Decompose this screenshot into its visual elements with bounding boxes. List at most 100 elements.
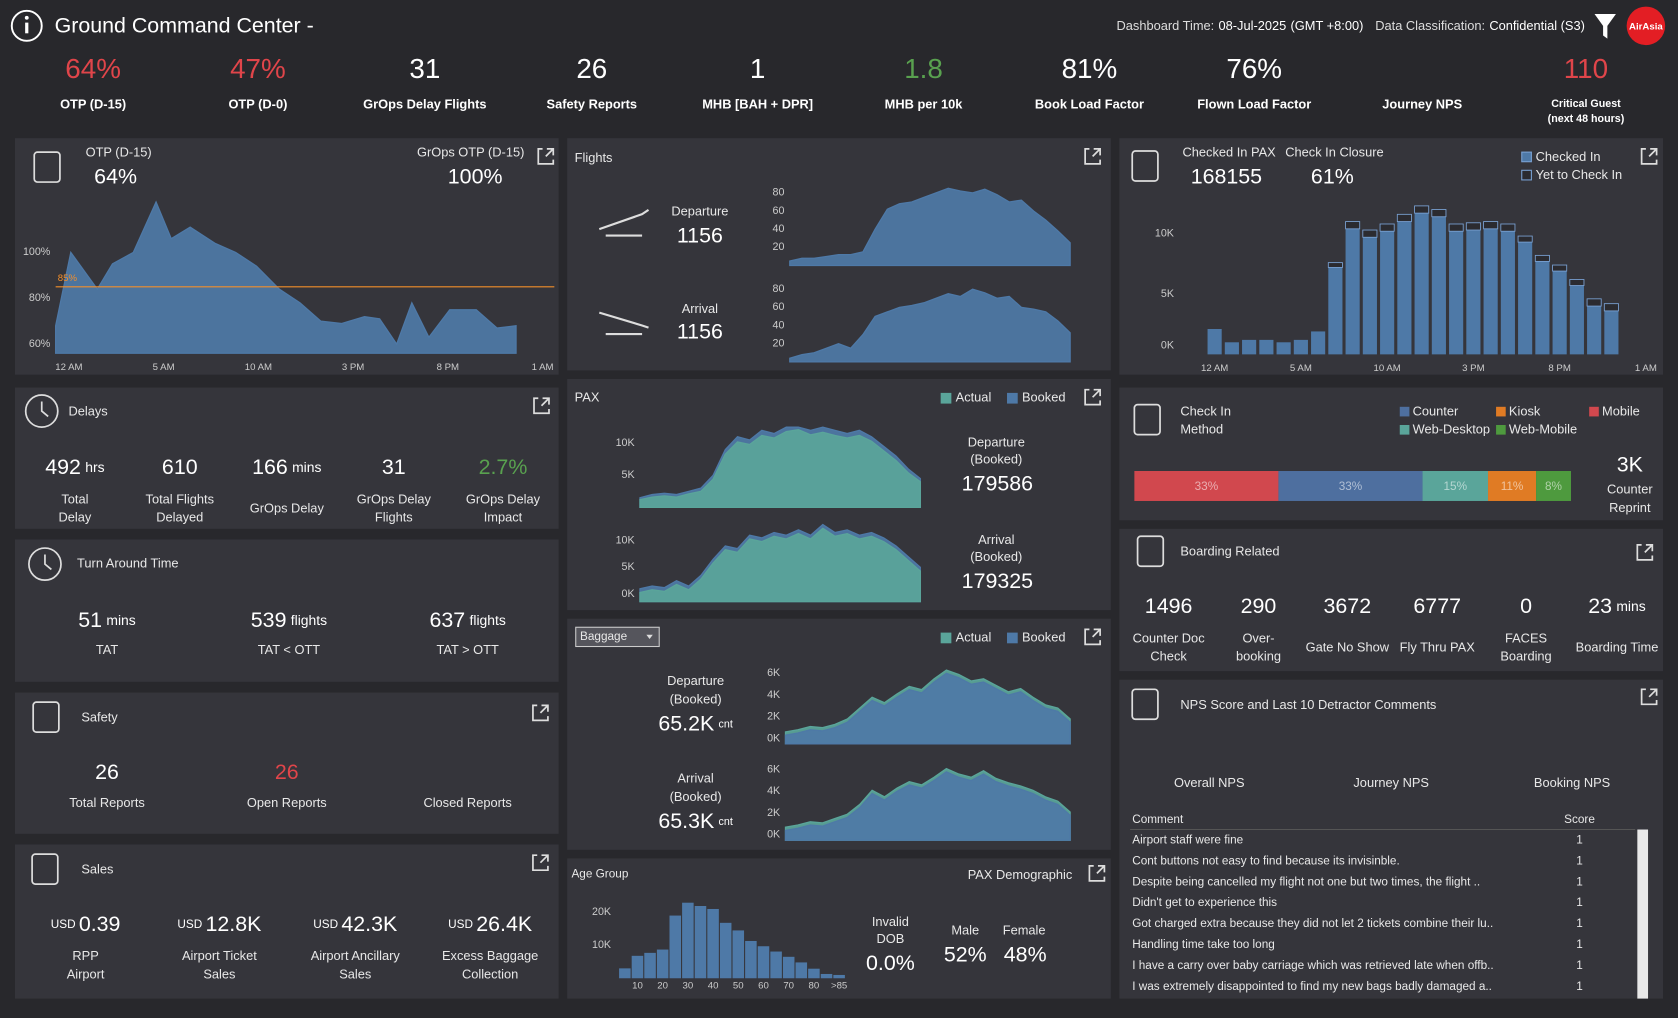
label: 179325 bbox=[962, 569, 1033, 593]
stat-label: FACES bbox=[1505, 630, 1547, 645]
label: Female bbox=[1003, 923, 1046, 938]
icon bbox=[1131, 688, 1159, 721]
stat-label: Check bbox=[1150, 649, 1187, 664]
comment: Didn't get to experience this bbox=[1132, 896, 1277, 909]
kpi-label: (next 48 hours) bbox=[1548, 113, 1625, 125]
bar bbox=[669, 915, 682, 979]
info-icon[interactable] bbox=[10, 9, 43, 42]
stat-label: TAT < OTT bbox=[258, 642, 321, 657]
stat-label: Open Reports bbox=[247, 795, 327, 810]
stat-value: USD 0.39 bbox=[51, 911, 121, 935]
stat-number: 51 bbox=[78, 607, 102, 631]
label: 179586 bbox=[962, 472, 1033, 496]
expand-button[interactable] bbox=[532, 704, 549, 722]
x-tick-label: 10 bbox=[632, 980, 643, 991]
bar-segment bbox=[1552, 264, 1568, 272]
bar bbox=[745, 940, 757, 979]
bar bbox=[833, 974, 845, 979]
label: Check In Closure bbox=[1285, 145, 1383, 160]
legend-label: Actual bbox=[956, 390, 992, 405]
legend-swatch bbox=[1589, 406, 1599, 417]
bar-segment bbox=[1362, 229, 1378, 238]
label: PAX bbox=[575, 390, 600, 405]
stat-label: TAT > OTT bbox=[436, 642, 499, 657]
bar-segment bbox=[1449, 231, 1464, 355]
expand-button[interactable] bbox=[1084, 148, 1101, 165]
label: 61% bbox=[1311, 164, 1354, 188]
label: (Booked) bbox=[970, 549, 1022, 564]
info-icon bbox=[25, 22, 29, 34]
stat-label: Delay bbox=[59, 509, 92, 524]
bar-segment bbox=[1535, 261, 1550, 355]
x-tick-label: 1 AM bbox=[532, 362, 554, 373]
kpi-label: OTP (D-15) bbox=[60, 96, 126, 111]
expand-button[interactable] bbox=[1640, 688, 1658, 706]
x-tick-label: 10 AM bbox=[245, 362, 272, 373]
label: (Booked) bbox=[670, 789, 722, 804]
label: Check In bbox=[1180, 404, 1231, 419]
comment: Despite being cancelled my flight not on… bbox=[1132, 875, 1480, 888]
y-tick-label: 2K bbox=[767, 807, 781, 819]
expand-button[interactable] bbox=[1640, 148, 1658, 165]
bar bbox=[694, 906, 707, 979]
plane-icon bbox=[598, 311, 649, 336]
value-label: 15% bbox=[1443, 480, 1467, 493]
bar-segment bbox=[1587, 306, 1602, 355]
bar-segment bbox=[1278, 471, 1423, 501]
stat-label: Delayed bbox=[156, 509, 203, 524]
stat-value: USD 12.8K bbox=[177, 911, 262, 935]
bar-segment bbox=[1534, 254, 1550, 262]
x-tick-label: 8 PM bbox=[437, 362, 459, 373]
comment: Cont buttons not easy to find because it… bbox=[1132, 854, 1400, 867]
scrollbar[interactable] bbox=[1637, 829, 1649, 999]
expand-button[interactable] bbox=[1636, 543, 1654, 561]
kpi-label: GrOps Delay Flights bbox=[363, 96, 486, 111]
bar-segment bbox=[1207, 329, 1222, 355]
stat-label: GrOps Delay bbox=[250, 500, 325, 515]
stat-label: Boarding Time bbox=[1576, 640, 1659, 655]
stat-label: RPP bbox=[72, 948, 98, 963]
legend-label: Mobile bbox=[1602, 404, 1640, 419]
icon bbox=[1136, 535, 1165, 568]
y-tick-label: 10K bbox=[616, 534, 636, 546]
expand-button[interactable] bbox=[1084, 628, 1101, 646]
filter-button[interactable] bbox=[1594, 14, 1616, 39]
expand-button[interactable] bbox=[532, 854, 549, 872]
expand-button[interactable] bbox=[537, 148, 555, 165]
legend-swatch bbox=[1007, 392, 1018, 404]
bar-segment bbox=[1465, 222, 1481, 231]
y-tick-label: 20 bbox=[773, 241, 785, 253]
bar bbox=[820, 973, 833, 979]
x-tick-label: 1 AM bbox=[1635, 363, 1657, 374]
score: 1 bbox=[1576, 959, 1583, 972]
bar-segment bbox=[1466, 230, 1481, 355]
label: PAX Demographic bbox=[968, 867, 1073, 882]
expand-button[interactable] bbox=[1084, 388, 1101, 406]
kpi-value: 81% bbox=[1062, 53, 1118, 84]
bar-segment bbox=[1379, 223, 1395, 232]
stat-number: 31 bbox=[382, 454, 406, 478]
kpi-label: Critical Guest bbox=[1551, 98, 1621, 110]
stat-label: booking bbox=[1236, 649, 1281, 664]
stat-label: Total Reports bbox=[69, 795, 145, 810]
panel bbox=[1119, 528, 1664, 672]
x-tick-label: 3 PM bbox=[1462, 363, 1484, 374]
y-tick-label: 5K bbox=[622, 469, 636, 481]
stat-unit: cnt bbox=[719, 718, 733, 730]
expand-button[interactable] bbox=[533, 397, 550, 415]
score: 1 bbox=[1576, 980, 1583, 993]
expand-button[interactable] bbox=[1088, 865, 1106, 882]
y-tick-label: 6K bbox=[767, 764, 781, 776]
label: 168155 bbox=[1191, 164, 1262, 188]
bar-segment bbox=[1397, 221, 1412, 355]
y-tick-label: 80 bbox=[773, 187, 785, 199]
y-tick-label: 80% bbox=[29, 292, 51, 304]
score: 1 bbox=[1576, 833, 1583, 846]
dropdown-arrow bbox=[646, 634, 653, 640]
dropdown[interactable] bbox=[575, 626, 660, 648]
kpi-value: 47% bbox=[230, 53, 286, 84]
time: 08-Jul-2025 bbox=[1219, 18, 1287, 33]
classification: Data Classification: Confidential (S3) bbox=[1375, 18, 1585, 33]
column-header: Comment bbox=[1132, 813, 1184, 826]
